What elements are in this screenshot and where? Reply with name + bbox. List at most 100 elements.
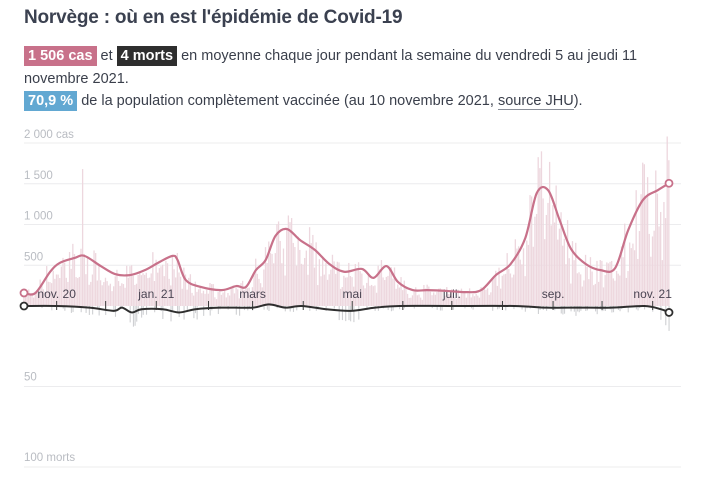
death-bar xyxy=(560,306,562,314)
case-bar xyxy=(220,294,223,306)
case-bar xyxy=(429,291,432,306)
case-bar xyxy=(413,291,415,306)
case-bar xyxy=(41,285,43,306)
case-bar xyxy=(276,224,278,306)
case-bar xyxy=(302,264,304,306)
case-bar xyxy=(650,256,652,306)
case-bar xyxy=(225,297,227,306)
case-bar xyxy=(184,274,187,306)
case-bar xyxy=(379,269,381,306)
case-bar xyxy=(619,275,621,306)
case-bar xyxy=(75,277,77,306)
case-bar xyxy=(544,239,546,306)
case-bar xyxy=(112,286,115,306)
case-bar xyxy=(90,281,92,306)
case-bar xyxy=(545,214,548,306)
case-bar xyxy=(222,292,224,306)
case-bar xyxy=(457,289,459,306)
case-bar xyxy=(46,266,48,306)
case-bar xyxy=(204,293,206,306)
case-bar xyxy=(589,257,592,306)
cases-badge: 1 506 cas xyxy=(24,46,97,66)
death-bar xyxy=(338,306,340,321)
death-bar xyxy=(268,306,270,312)
case-bar xyxy=(599,260,601,306)
case-bar xyxy=(277,221,280,306)
death-bar xyxy=(113,306,115,313)
case-bar xyxy=(624,223,626,306)
case-bar xyxy=(323,274,325,306)
case-bar xyxy=(384,280,386,306)
case-bar xyxy=(637,258,639,306)
case-bar xyxy=(436,292,438,306)
case-bar xyxy=(313,267,316,306)
case-bar xyxy=(633,250,636,306)
case-bar xyxy=(124,287,126,306)
case-bar xyxy=(423,284,425,306)
case-bar xyxy=(121,283,123,306)
case-bar xyxy=(233,293,236,306)
death-bar xyxy=(309,306,311,311)
case-bar xyxy=(553,222,556,306)
case-bar xyxy=(170,285,172,306)
case-bar xyxy=(331,254,334,306)
case-bar xyxy=(385,276,387,306)
death-bar xyxy=(358,306,360,320)
case-bar xyxy=(406,293,409,306)
case-bar xyxy=(325,263,327,306)
death-bar xyxy=(263,306,265,310)
case-bar xyxy=(539,168,541,306)
case-bar xyxy=(451,289,453,306)
case-bar xyxy=(395,288,397,306)
case-bar xyxy=(459,296,461,306)
case-bar xyxy=(209,282,211,306)
death-bar xyxy=(96,306,99,309)
case-bar xyxy=(255,258,257,306)
case-bar xyxy=(338,262,340,306)
death-bar xyxy=(498,306,500,309)
case-bar xyxy=(374,285,376,306)
death-bar xyxy=(464,306,466,309)
case-bar xyxy=(478,297,481,306)
death-bar xyxy=(348,306,350,321)
case-bar xyxy=(344,277,347,306)
case-bar xyxy=(207,293,210,306)
case-bar xyxy=(129,266,131,306)
case-bar xyxy=(351,277,353,306)
case-bar xyxy=(250,293,252,306)
case-bar xyxy=(651,236,654,306)
case-bar xyxy=(228,295,231,306)
cases-end-marker xyxy=(664,178,674,188)
case-bar xyxy=(318,259,321,306)
death-bar xyxy=(176,306,179,313)
case-bar xyxy=(364,288,366,306)
case-bar xyxy=(370,284,373,306)
case-bar xyxy=(597,281,600,306)
cases-axis-label: 2 000 cas xyxy=(24,129,74,141)
case-bar xyxy=(155,259,157,306)
case-bar xyxy=(547,202,549,306)
case-bar xyxy=(62,257,64,306)
case-bar xyxy=(660,211,662,306)
case-bar xyxy=(509,273,512,306)
source-link[interactable]: source JHU xyxy=(497,93,574,110)
case-bar xyxy=(581,286,583,306)
case-bar xyxy=(212,284,214,306)
case-bar xyxy=(521,264,523,306)
case-bar xyxy=(620,246,623,306)
case-bar xyxy=(95,253,97,306)
case-bar xyxy=(426,284,428,306)
case-bar xyxy=(137,274,139,306)
case-bar xyxy=(166,263,169,306)
case-bar xyxy=(152,252,154,306)
case-bar xyxy=(317,285,319,306)
case-bar xyxy=(286,228,288,306)
case-bar xyxy=(193,295,195,306)
death-bar xyxy=(439,306,441,311)
month-label: nov. 20 xyxy=(37,287,76,301)
case-bar xyxy=(607,263,610,306)
case-bar xyxy=(594,283,597,306)
case-bar xyxy=(584,254,587,306)
death-bar xyxy=(345,306,347,322)
case-bar xyxy=(111,291,113,306)
